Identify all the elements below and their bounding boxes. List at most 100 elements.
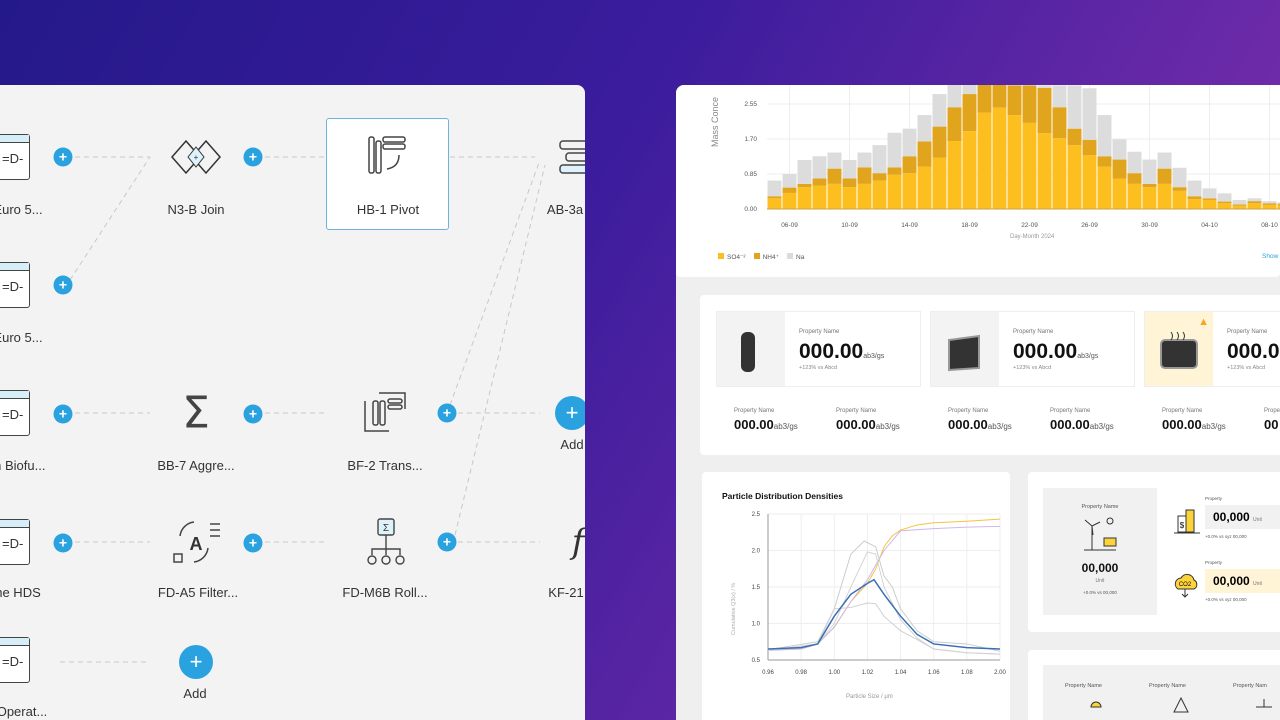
row-delta: +0.0% vs xyz 00,000: [1205, 597, 1247, 602]
legend-item[interactable]: Na: [787, 253, 804, 261]
add-connection-button[interactable]: +: [53, 275, 73, 295]
y-tick-label: 0.00: [744, 206, 757, 213]
y-tick-label: 0.5: [752, 658, 761, 664]
source-node-icon[interactable]: =D-: [0, 134, 30, 180]
dashboard: Mass Conce 0.00 0.85 1.70 2.55 06-09 10-09 14-…: [676, 85, 1280, 720]
rollup-icon[interactable]: Σ: [362, 517, 410, 567]
bar-nh4: [1187, 196, 1202, 200]
bar-na: [872, 145, 887, 174]
bar-nh4: [1157, 168, 1172, 184]
bar-so4: [947, 141, 962, 209]
metric-value: 000.00ab3/gs: [799, 340, 884, 364]
y-tick-label: 1.70: [744, 136, 757, 143]
value: 000.00: [1013, 340, 1078, 363]
node-label: HB-1 Pivot: [356, 202, 420, 217]
add-connection-button[interactable]: +: [53, 533, 73, 553]
add-node-button[interactable]: +: [179, 645, 213, 679]
add-connection-button[interactable]: +: [53, 404, 73, 424]
row-value-box: 00,000 Unit: [1205, 505, 1280, 529]
bar-nh4: [842, 178, 857, 188]
bar-na: [902, 128, 917, 157]
source-node-icon[interactable]: =D-: [0, 390, 30, 436]
chart-title: Particle Distribution Densities: [722, 491, 843, 501]
property-name: Property Name: [734, 408, 775, 414]
metric-card[interactable]: Property Name 000.00ab3/gs +123% vs Abcd: [930, 311, 1135, 387]
metric-icon-box: [931, 312, 999, 386]
source-node-icon[interactable]: =D-: [0, 519, 30, 565]
row-value: 00,000: [1213, 510, 1250, 524]
bar-so4: [1007, 115, 1022, 209]
node-label: KF-21: [548, 585, 584, 600]
y-axis-label: Cumulative Q3(x) / %: [731, 582, 737, 635]
bar-so4: [992, 107, 1007, 209]
row-value-box: 00,000 Unit: [1205, 569, 1280, 593]
bar-so4: [932, 157, 947, 209]
function-icon[interactable]: f: [571, 522, 585, 562]
add-connection-button[interactable]: +: [243, 147, 263, 167]
add-connection-button[interactable]: +: [53, 147, 73, 167]
bar-so4: [1022, 122, 1037, 209]
svg-text:+: +: [194, 153, 199, 162]
bar-nh4: [1247, 201, 1262, 204]
bar-nh4: [827, 168, 842, 184]
property-name: Property Name: [1149, 683, 1186, 689]
add-connection-button[interactable]: +: [437, 532, 457, 552]
source-node-icon[interactable]: =D-: [0, 262, 30, 308]
value: 000.00: [734, 417, 774, 432]
bar-nh4: [917, 141, 932, 167]
safety-panel: Property Name Property Name Property Nam: [1043, 665, 1280, 720]
bar-nh4: [992, 85, 1007, 108]
bar-na: [1202, 188, 1217, 199]
bar-so4: [1172, 190, 1187, 209]
bar-so4: [1082, 155, 1097, 209]
x-axis-label: Particle Size / μm: [846, 694, 893, 700]
transpose-icon[interactable]: [361, 389, 409, 437]
bar-so4: [797, 187, 812, 209]
bar-so4: [1037, 133, 1052, 209]
delta: +123% vs Abcd: [1227, 365, 1266, 371]
add-connection-button[interactable]: +: [243, 533, 263, 553]
add-connection-button[interactable]: +: [243, 404, 263, 424]
metric-card[interactable]: Property Name 000.00ab3/gs +123% vs Abcd: [716, 311, 921, 387]
source-node-icon[interactable]: =D-: [0, 637, 30, 683]
bar-nh4: [1022, 85, 1037, 123]
sigma-icon[interactable]: Σ: [182, 387, 210, 439]
value: 000.0: [1227, 340, 1280, 363]
legend-item[interactable]: NH4⁺: [753, 253, 779, 261]
show-link[interactable]: Show: [1262, 253, 1279, 260]
legend-item[interactable]: SO4⁻²: [718, 253, 746, 261]
bar-so4: [1112, 178, 1127, 209]
property-name: Property Name: [1013, 329, 1054, 335]
node-label: BB-7 Aggre...: [157, 458, 235, 473]
x-tick-label: 2.00: [994, 670, 1006, 676]
bar-na: [1052, 85, 1067, 108]
small-metric: Property Name 000.00ab3/gs: [1162, 408, 1226, 432]
property-name: Property Name: [1227, 329, 1268, 335]
bar-so4: [857, 183, 872, 209]
node-label: m Biofu...: [0, 458, 46, 473]
worker-icon: [1090, 701, 1102, 708]
metric-card[interactable]: ▲ Property Name 000.0 +123% vs Abcd: [1144, 311, 1280, 387]
add-label: Add: [560, 437, 584, 452]
add-connection-button[interactable]: +: [437, 403, 457, 423]
bar-nh4: [1037, 87, 1052, 134]
bar-chart: 0.00 0.85 1.70 2.55 06-09 10-09 14-09 18-09 22-0…: [744, 85, 1280, 229]
bar-nh4: [1202, 198, 1217, 200]
x-tick-label: 08-10: [1261, 222, 1278, 229]
bar-so4: [977, 112, 992, 209]
bar-na: [1172, 167, 1187, 188]
legend-swatch: [718, 253, 724, 259]
pipeline-canvas[interactable]: =D- =D- =D- =D- =D- Euro 5... Euro 5... …: [0, 85, 585, 720]
x-tick-label: 06-09: [781, 222, 798, 229]
bar-so4: [887, 174, 902, 209]
bar-so4: [767, 198, 782, 209]
bar-na: [932, 94, 947, 127]
add-node-button[interactable]: +: [555, 396, 585, 430]
x-tick-label: 1.04: [895, 670, 907, 676]
metric-icon-box: [717, 312, 785, 386]
bar-nh4: [1067, 128, 1082, 146]
append-icon[interactable]: [558, 137, 585, 177]
join-icon[interactable]: +: [168, 135, 224, 179]
bar-nh4: [1007, 85, 1022, 116]
filter-transform-icon[interactable]: A: [168, 514, 224, 570]
